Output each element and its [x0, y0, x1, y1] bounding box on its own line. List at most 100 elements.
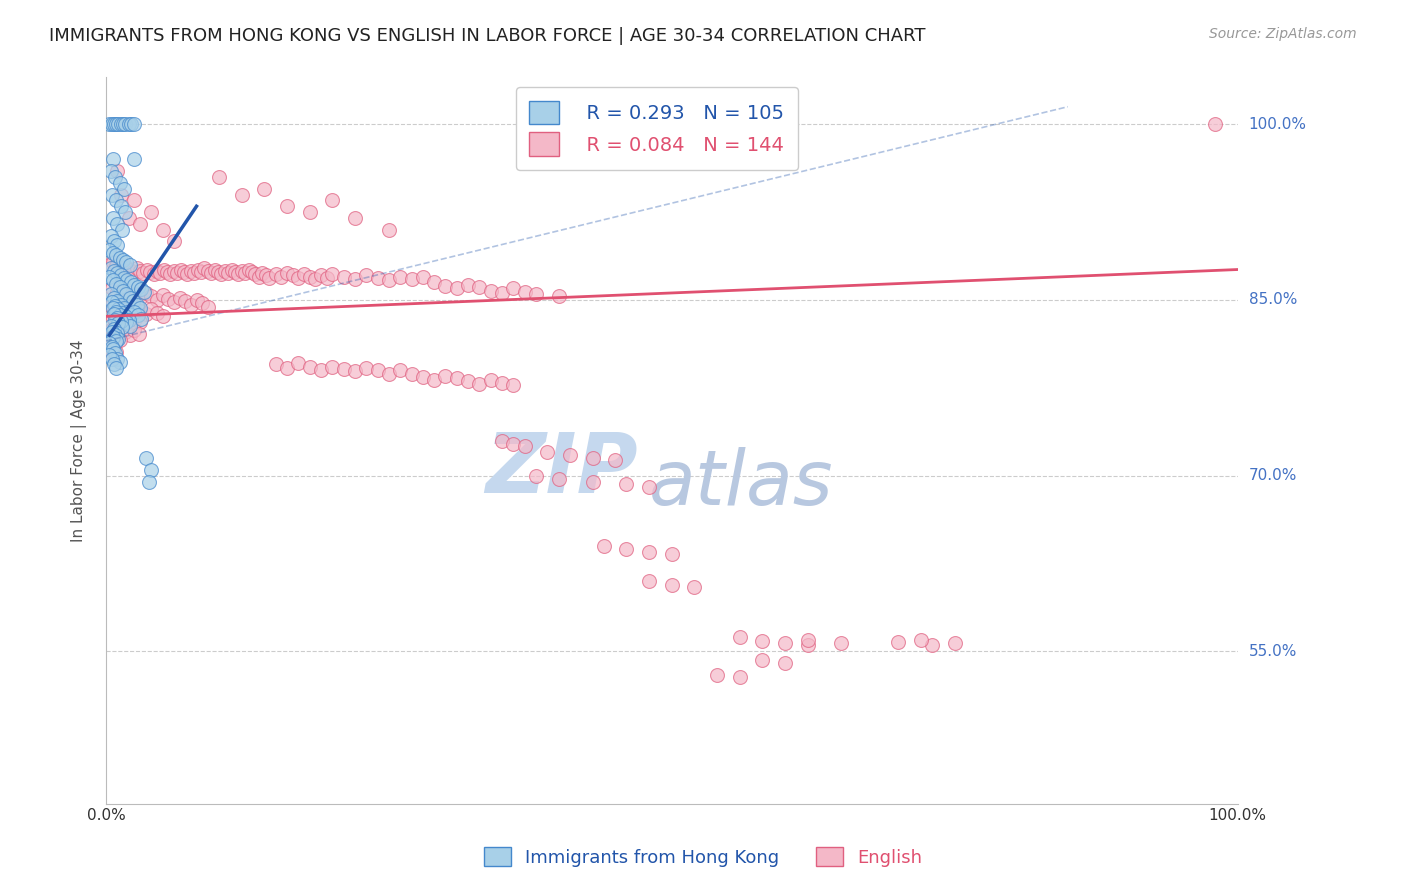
Point — [105, 285, 128, 299]
Point — [378, 367, 401, 381]
Point — [107, 117, 129, 131]
Point — [129, 282, 152, 296]
Point — [332, 269, 354, 284]
Point — [115, 287, 138, 301]
Point — [115, 313, 138, 327]
Point — [315, 270, 337, 285]
Point — [111, 253, 134, 268]
Text: 55.0%: 55.0% — [1249, 644, 1296, 659]
Point — [616, 476, 638, 491]
Point — [105, 334, 128, 348]
Point — [276, 199, 298, 213]
Point — [173, 265, 195, 279]
Point — [321, 267, 343, 281]
Point — [108, 333, 131, 347]
Point — [124, 300, 146, 314]
Point — [149, 266, 172, 280]
Point — [129, 217, 152, 231]
Point — [124, 117, 146, 131]
Point — [343, 211, 366, 225]
Point — [100, 334, 122, 348]
Point — [491, 376, 513, 391]
Point — [270, 269, 292, 284]
Point — [367, 363, 389, 377]
Point — [457, 374, 479, 388]
Point — [141, 463, 163, 477]
Point — [661, 547, 683, 561]
Point — [446, 281, 468, 295]
Point — [221, 262, 243, 277]
Point — [108, 280, 131, 294]
Point — [129, 291, 152, 305]
Point — [276, 266, 298, 280]
Point — [100, 295, 122, 310]
Point — [157, 292, 180, 306]
Point — [423, 373, 446, 387]
Point — [163, 263, 186, 277]
Point — [108, 251, 131, 265]
Point — [100, 287, 122, 301]
Point — [105, 277, 128, 291]
Text: IMMIGRANTS FROM HONG KONG VS ENGLISH IN LABOR FORCE | AGE 30-34 CORRELATION CHAR: IMMIGRANTS FROM HONG KONG VS ENGLISH IN … — [49, 27, 925, 45]
Point — [127, 280, 149, 294]
Point — [115, 260, 138, 275]
Point — [141, 289, 163, 303]
Point — [524, 287, 547, 301]
Point — [100, 164, 122, 178]
Point — [111, 311, 134, 326]
Point — [107, 302, 129, 317]
Point — [129, 311, 152, 326]
Point — [105, 259, 128, 273]
Point — [197, 263, 219, 277]
Point — [135, 285, 157, 300]
Point — [111, 310, 134, 324]
Point — [228, 267, 250, 281]
Point — [208, 169, 231, 184]
Point — [104, 345, 127, 359]
Point — [122, 265, 145, 279]
Point — [152, 223, 174, 237]
Point — [104, 337, 127, 351]
Point — [118, 258, 141, 272]
Point — [105, 360, 128, 375]
Point — [120, 308, 142, 322]
Point — [98, 348, 121, 362]
Point — [101, 246, 124, 260]
Point — [124, 323, 146, 337]
Point — [117, 117, 139, 131]
Point — [108, 261, 131, 276]
Point — [513, 439, 536, 453]
Point — [321, 194, 343, 208]
Point — [105, 238, 128, 252]
Point — [100, 322, 122, 336]
Point — [105, 326, 128, 340]
Point — [124, 311, 146, 326]
Point — [100, 117, 122, 131]
Point — [98, 117, 121, 131]
Point — [112, 270, 135, 285]
Point — [830, 636, 852, 650]
Point — [491, 434, 513, 448]
Point — [103, 358, 125, 372]
Point — [468, 280, 491, 294]
Point — [186, 293, 208, 307]
Point — [100, 261, 122, 276]
Point — [118, 318, 141, 333]
Point — [110, 187, 132, 202]
Point — [124, 153, 146, 167]
Point — [224, 265, 246, 279]
Point — [100, 228, 122, 243]
Point — [101, 255, 124, 269]
Point — [101, 342, 124, 356]
Point — [434, 279, 457, 293]
Point — [110, 268, 132, 283]
Point — [796, 632, 818, 647]
Point — [104, 328, 127, 343]
Point — [101, 153, 124, 167]
Point — [389, 363, 412, 377]
Point — [105, 304, 128, 318]
Point — [117, 313, 139, 327]
Point — [207, 265, 229, 279]
Point — [111, 288, 134, 302]
Point — [943, 636, 966, 650]
